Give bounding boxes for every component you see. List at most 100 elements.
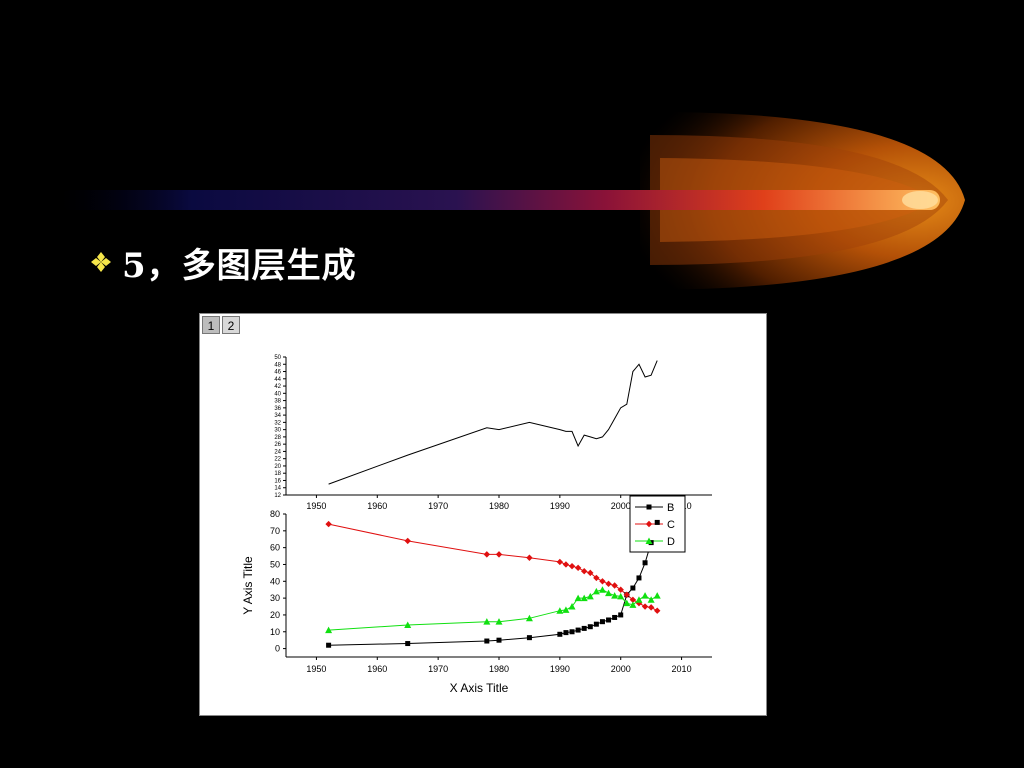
layer-2-scatter-chart: 0 10 20 30 40 50 60 70 80 1950 1960 1970 1980 1990 200…: [241, 495, 712, 695]
series-C-line: [328, 523, 658, 612]
graph-window: 12 14 16 18 20 22 24 26 28 30 32 34 36 38 40 42 44 46 48 50…: [199, 313, 767, 716]
series-B-point: [642, 560, 648, 566]
layer-tab-1[interactable]: 1: [202, 316, 220, 334]
layer-2-x-tick-label: 1990: [550, 664, 570, 674]
layer-1-y-tick-label: 46: [274, 370, 281, 376]
layer-1-y-tick-label: 38: [274, 399, 281, 405]
series-D-point: [592, 587, 600, 595]
layer-1-y-tick-label: 34: [274, 413, 281, 419]
series-D-point: [325, 626, 333, 634]
series-B-point: [563, 630, 569, 636]
y-axis-title: Y Axis Title: [241, 556, 255, 615]
series-B-point: [484, 638, 490, 644]
series-B-point: [496, 637, 502, 643]
series-D-point: [556, 607, 564, 614]
series-C-point: [581, 568, 588, 575]
layer-1-y-tick-label: 30: [274, 428, 281, 434]
series-C-point: [495, 551, 503, 558]
series-C-point: [568, 562, 576, 570]
series-B-point: [581, 625, 587, 631]
series-C-point: [641, 603, 649, 610]
series-B-point: [618, 612, 624, 618]
layer-2-x-tick-label: 1960: [367, 664, 387, 674]
legend-marker-D: [645, 537, 653, 544]
series-C-point: [556, 558, 564, 566]
series-C-point: [404, 537, 411, 545]
series-B-point: [575, 627, 581, 633]
layer-2-x-tick-label: 1970: [428, 664, 448, 674]
series-B-point: [405, 641, 411, 647]
series-C-point: [526, 554, 533, 561]
series-C-point: [599, 578, 606, 585]
layer-1-y-tick-label: 36: [274, 406, 281, 412]
series-D-point: [611, 592, 619, 599]
series-B-point: [654, 519, 660, 525]
legend-label-B: B: [667, 502, 674, 514]
layer-1-y-tick-label: 22: [274, 457, 281, 463]
layer-1-y-tick-label: 18: [274, 471, 281, 477]
series-B-point: [557, 631, 563, 637]
series-C-point: [611, 582, 618, 589]
series-D-point: [647, 596, 655, 603]
layer-2-y-tick-label: 40: [270, 576, 280, 586]
series-B-point: [606, 617, 612, 623]
diamond-cluster-icon: [91, 252, 111, 272]
layer-1-x-tick-label: 1950: [306, 501, 326, 511]
layer-1-y-tick-label: 16: [274, 478, 281, 484]
series-B-point: [526, 635, 532, 641]
series-D-point: [495, 618, 503, 625]
layer-1-y-tick-label: 48: [274, 362, 281, 368]
series-B-point: [587, 624, 593, 630]
series-D-point: [605, 589, 613, 597]
layer-2-x-tick-label: 2000: [611, 664, 631, 674]
series-D-point: [653, 592, 661, 599]
series-D-point: [580, 594, 588, 602]
series-D-point: [635, 596, 643, 603]
x-axis-title: X Axis Title: [450, 681, 509, 695]
layer-2-y-tick-label: 70: [270, 526, 280, 536]
series-D-point: [574, 594, 582, 602]
layer-1-y-tick-label: 28: [274, 435, 281, 441]
layer-2-y-tick-label: 0: [275, 644, 280, 654]
layer-2-y-tick-label: 50: [270, 559, 280, 569]
legend-label-C: C: [667, 519, 675, 531]
layer-2-x-tick-label: 2010: [672, 664, 692, 674]
layer-1-y-tick-label: 44: [274, 377, 281, 383]
series-B-point: [636, 575, 642, 581]
layer-2-y-tick-label: 10: [270, 627, 280, 637]
series-D-point: [641, 592, 649, 599]
series-C-point: [574, 564, 582, 572]
slide-title: 5，多图层生成: [122, 245, 357, 286]
series-C-point: [325, 520, 332, 528]
layer-2-y-tick-label: 60: [270, 543, 280, 553]
series-D-point: [568, 603, 576, 610]
series-B-point: [599, 619, 605, 625]
layer-2-x-tick-label: 1980: [489, 664, 509, 674]
series-B-point: [593, 621, 599, 627]
series-B-point: [326, 642, 332, 648]
layer-1-x-tick-label: 1960: [367, 501, 387, 511]
comet-tail: [60, 190, 940, 210]
layer-1-y-tick-label: 26: [274, 442, 281, 448]
layer-1-y-tick-label: 14: [274, 486, 281, 492]
layer-1-y-tick-label: 24: [274, 449, 281, 455]
series-D-point: [525, 614, 533, 622]
layer-1-x-tick-label: 1990: [550, 501, 570, 511]
layer-1-x-tick-label: 1980: [489, 501, 509, 511]
series-D-point: [483, 618, 491, 625]
layer-tabs: 1 2: [202, 316, 242, 334]
layer-1-y-tick-label: 32: [274, 420, 281, 426]
layer-1-x-tick-label: 1970: [428, 501, 448, 511]
series-B-point: [569, 629, 575, 635]
layer-1-y-tick-label: 20: [274, 464, 281, 470]
legend-label-D: D: [667, 536, 675, 548]
series-C-point: [562, 561, 570, 568]
series-D-point: [598, 586, 606, 593]
legend-marker-C: [645, 520, 653, 528]
series-D-point: [404, 621, 412, 629]
layer-tab-2[interactable]: 2: [222, 316, 240, 334]
series-D-point: [562, 606, 570, 613]
layer-1-y-tick-label: 40: [274, 391, 281, 397]
